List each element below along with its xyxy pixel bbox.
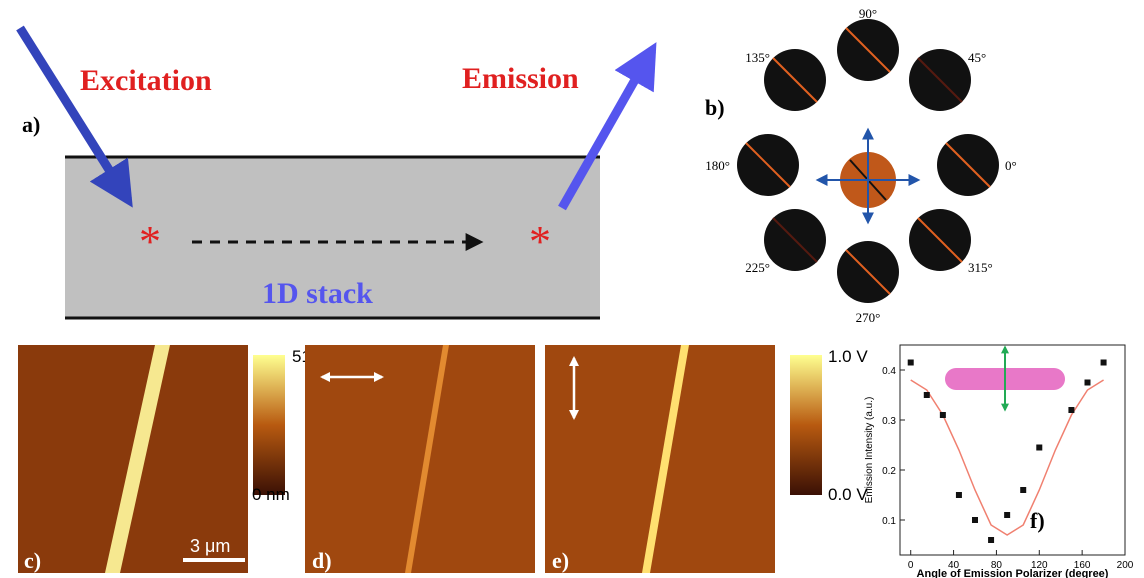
data-point xyxy=(956,492,962,498)
panel-label: d) xyxy=(312,548,332,573)
panel-d: d) xyxy=(305,345,535,573)
data-point xyxy=(988,537,994,543)
data-point xyxy=(1068,407,1074,413)
panel-c: 51 nm 0 nm 3 μm c) xyxy=(18,345,339,573)
y-tick-label: 0.2 xyxy=(882,466,896,477)
angle-label: 135° xyxy=(745,50,770,65)
emission-image xyxy=(305,345,535,573)
emission-image xyxy=(545,345,775,573)
angle-label: 270° xyxy=(856,310,881,325)
y-axis-label: Emission Intensity (a.u.) xyxy=(864,397,875,504)
panel-b: b) 90° 45° 0° 315° 270° 225° 180° 135° xyxy=(705,6,1017,325)
stack-label: 1D stack xyxy=(262,277,373,310)
y-tick-label: 0.4 xyxy=(882,366,896,377)
data-point xyxy=(1020,487,1026,493)
colorbar-min: 0 nm xyxy=(252,485,290,504)
scale-label: 3 μm xyxy=(190,536,230,556)
emitter-star: * xyxy=(139,217,161,266)
angle-label: 0° xyxy=(1005,158,1017,173)
angle-label: 45° xyxy=(968,50,986,65)
data-point xyxy=(940,412,946,418)
colorbar-min: 0.0 V xyxy=(828,485,868,504)
data-point xyxy=(1004,512,1010,518)
data-point xyxy=(1101,360,1107,366)
colorbar xyxy=(253,355,285,495)
figure: * * Excitation Emission a) 1D stack b) 9… xyxy=(0,0,1144,578)
panel-label: c) xyxy=(24,548,41,573)
page: * * Excitation Emission a) 1D stack b) 9… xyxy=(0,0,1144,578)
panel-label: e) xyxy=(552,548,569,573)
y-tick-label: 0.3 xyxy=(882,416,896,427)
data-point xyxy=(924,392,930,398)
angle-label: 90° xyxy=(859,6,877,21)
data-point xyxy=(1036,445,1042,451)
y-tick-label: 0.1 xyxy=(882,516,896,527)
panel-e: 1.0 V 0.0 V e) xyxy=(545,345,868,573)
angle-label: 315° xyxy=(968,260,993,275)
data-point xyxy=(1085,380,1091,386)
colorbar-max: 1.0 V xyxy=(828,347,868,366)
fit-line xyxy=(911,380,1104,535)
angle-label: 180° xyxy=(705,158,730,173)
angle-label: 225° xyxy=(745,260,770,275)
panel-label: b) xyxy=(705,95,725,120)
panel-label: a) xyxy=(22,112,40,137)
x-tick-label: 200 xyxy=(1117,560,1134,571)
colorbar xyxy=(790,355,822,495)
x-tick-label: 0 xyxy=(908,560,914,571)
excitation-label: Excitation xyxy=(80,64,212,97)
emission-label: Emission xyxy=(462,62,579,95)
panel-a: * * Excitation Emission a) 1D stack xyxy=(20,28,652,318)
x-axis-label: Angle of Emission Polarizer (degree) xyxy=(917,568,1109,578)
data-point xyxy=(972,517,978,523)
panel-label: f) xyxy=(1030,508,1045,533)
data-point xyxy=(908,360,914,366)
emitter-star: * xyxy=(529,217,551,266)
